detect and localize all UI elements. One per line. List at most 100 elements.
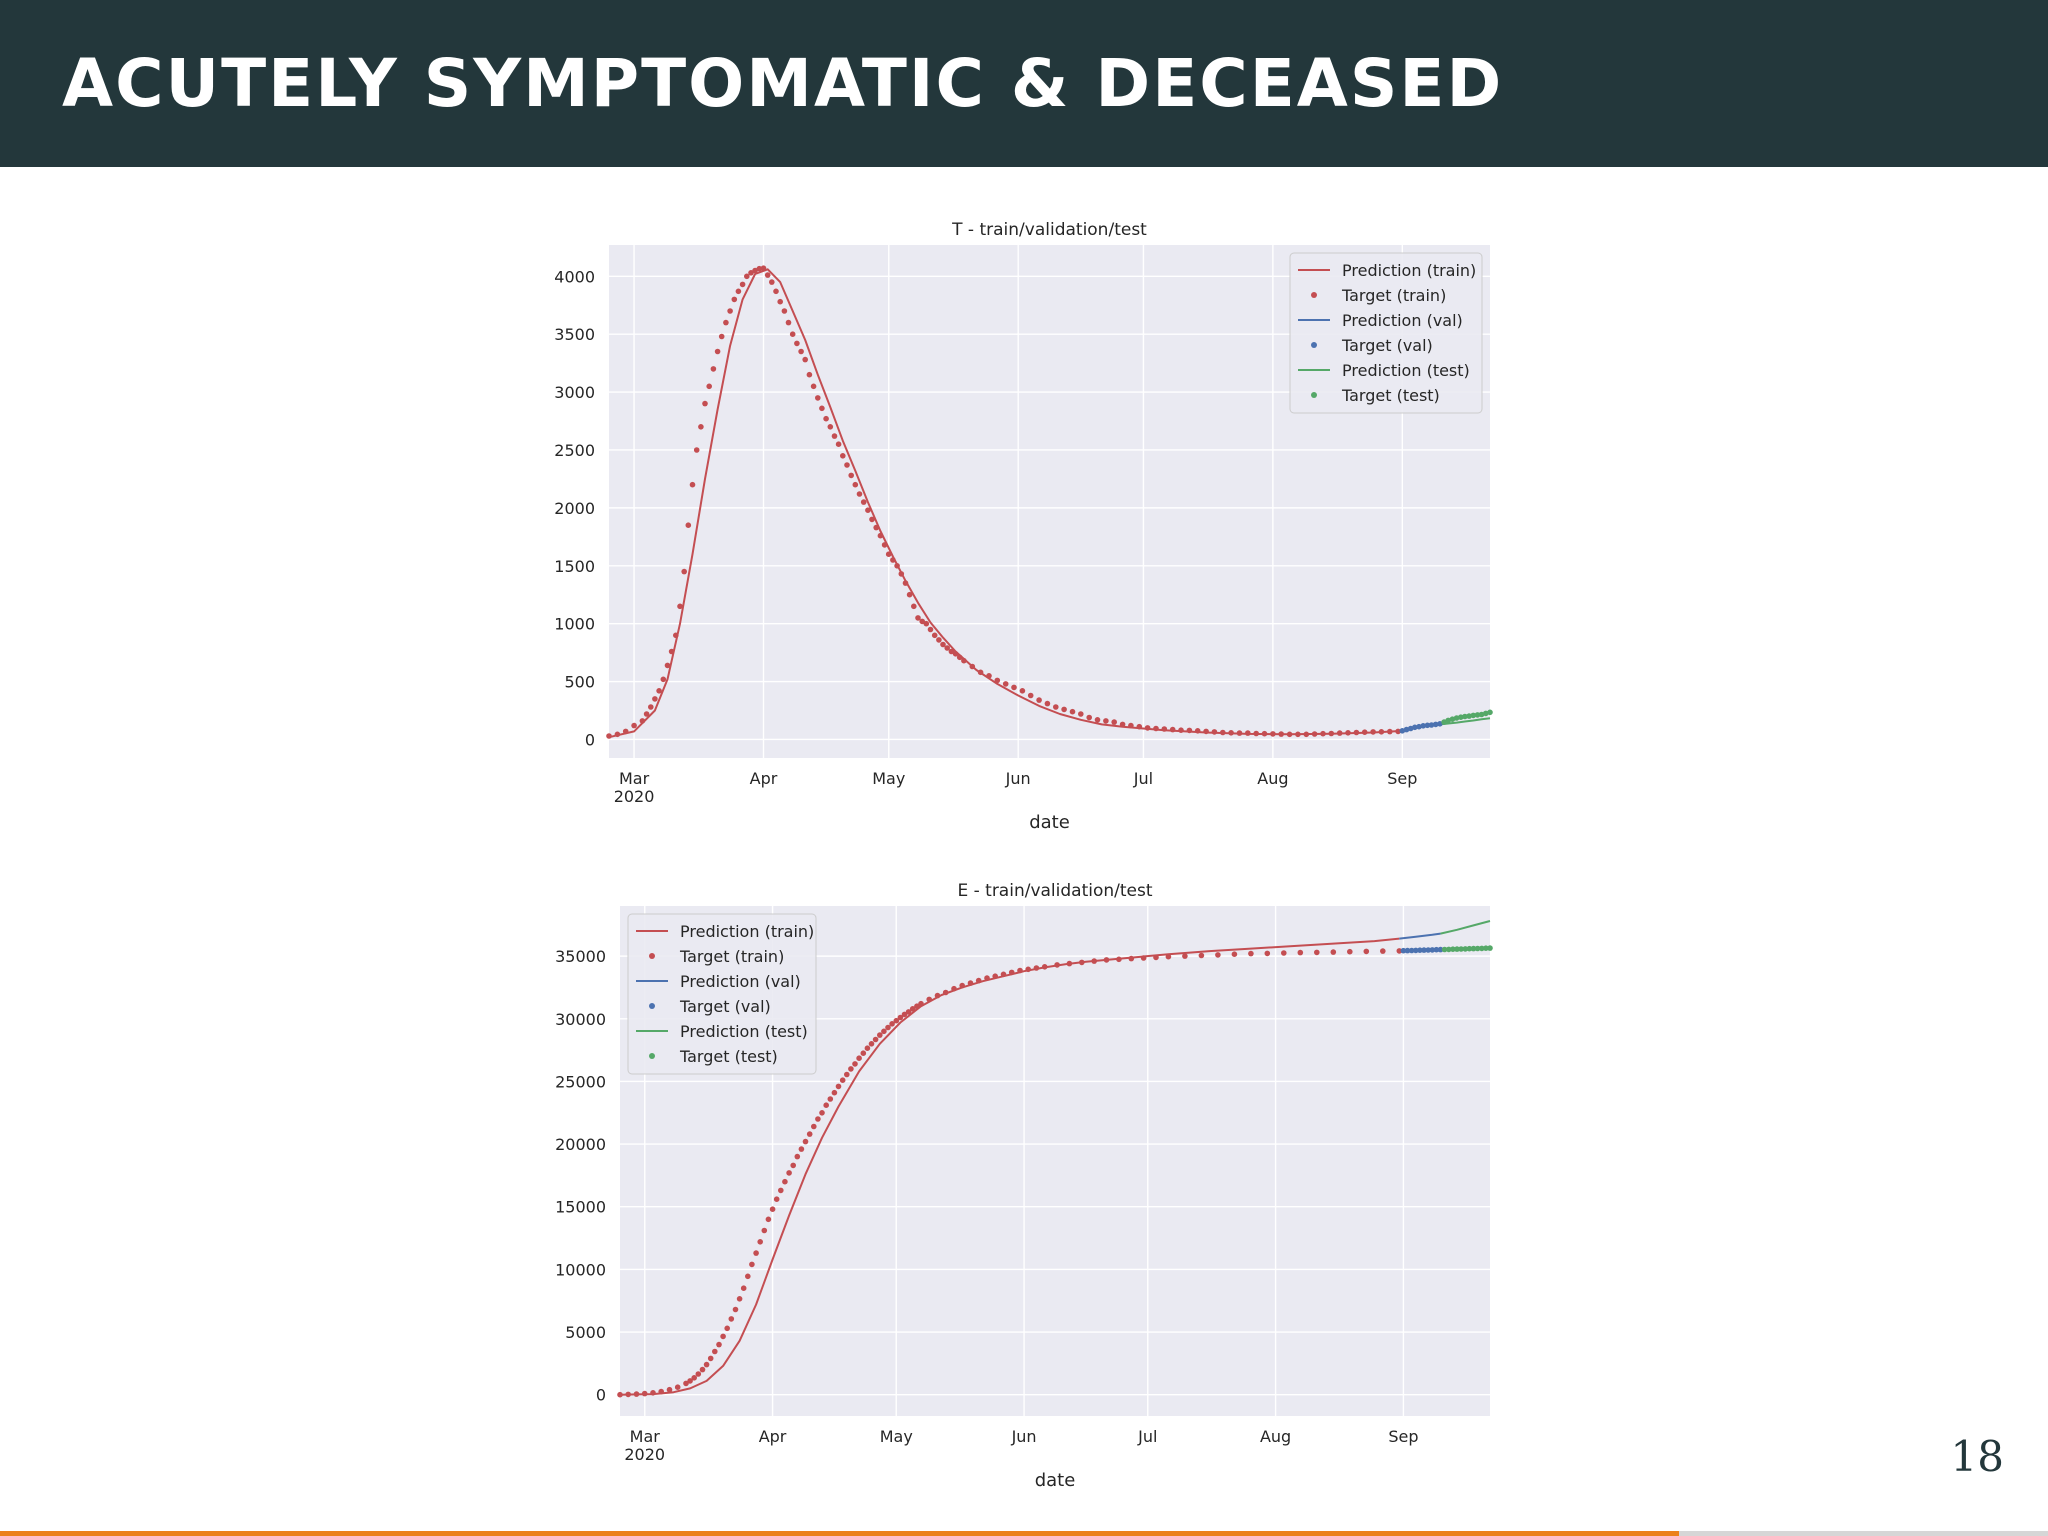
- chart-e-data-point: [773, 1196, 780, 1202]
- chart-e-data-point: [712, 1348, 718, 1355]
- chart-e-data-point: [1446, 946, 1452, 953]
- chart-t-data-point: [1044, 700, 1051, 707]
- chart-t-data-point: [677, 603, 683, 610]
- chart-t-data-point: [1128, 722, 1134, 729]
- chart-t-data-point: [831, 433, 838, 439]
- chart-t-data-point: [1311, 731, 1318, 737]
- chart-e-data-point: [1182, 953, 1188, 959]
- chart-e-data-point: [658, 1388, 664, 1395]
- chart-t-data-point: [764, 272, 771, 278]
- chart-e-data-point: [897, 1014, 904, 1021]
- chart-e-series-line: [1399, 932, 1441, 940]
- chart-e-data-point: [860, 1050, 867, 1056]
- chart-e-data-point: [918, 1000, 924, 1007]
- chart-e-data-point: [1421, 947, 1427, 953]
- chart-t-data-point: [948, 648, 955, 655]
- chart-t-data-point: [952, 651, 959, 657]
- chart-t-data-point: [1466, 713, 1472, 719]
- chart-t-data-point: [927, 626, 934, 633]
- chart-t-data-point: [1361, 729, 1368, 735]
- chart-e-data-point: [856, 1055, 862, 1061]
- chart-e-data-point: [1054, 962, 1060, 968]
- chart-e-data-point: [728, 1316, 735, 1322]
- chart-e-data-point: [811, 1123, 817, 1130]
- chart-e-data-point: [1400, 947, 1407, 954]
- chart-e-data-point: [1479, 945, 1485, 952]
- chart-e-data-point: [724, 1325, 730, 1332]
- chart-e-data-point: [1248, 950, 1254, 957]
- chart-e-data-point: [1458, 946, 1464, 952]
- chart-t-data-point: [1483, 710, 1489, 717]
- chart-t-data-point: [1270, 731, 1276, 737]
- chart-t-data-point: [906, 591, 913, 598]
- chart-e-data-point: [1165, 953, 1172, 960]
- chart-e-data-point: [914, 1003, 920, 1009]
- chart-e-data-point: [1330, 949, 1337, 955]
- chart-t-data-point: [1478, 711, 1485, 718]
- chart-t-data-point: [898, 571, 905, 577]
- chart-t-x-tick-label: Apr: [750, 769, 778, 788]
- chart-e-data-point: [1483, 945, 1489, 951]
- chart-e-data-point: [691, 1375, 697, 1381]
- chart-e-data-point: [716, 1341, 722, 1348]
- chart-e-data-point: [666, 1386, 673, 1393]
- chart-t-data-point: [1320, 730, 1326, 737]
- chart-t-data-point: [1002, 681, 1009, 687]
- chart-t-data-point: [648, 704, 654, 710]
- chart-e-data-point: [1454, 946, 1460, 952]
- chart-e-data-point: [1347, 948, 1353, 955]
- chart-e-data-point: [839, 1077, 846, 1083]
- chart-t-data-point: [969, 663, 976, 670]
- chart-t-data-point: [777, 298, 783, 305]
- chart-t-y-tick-label: 3000: [554, 383, 595, 402]
- chart-e-data-point: [852, 1061, 858, 1067]
- chart-t-data-point: [1011, 684, 1017, 691]
- chart-e-data-point: [720, 1333, 726, 1340]
- chart-t-data-point: [1061, 706, 1067, 713]
- chart-t-data-point: [735, 288, 742, 295]
- chart-e-legend-dot-marker: [649, 1003, 655, 1009]
- chart-t-data-point: [1403, 726, 1410, 733]
- chart-e-data-point: [740, 1285, 747, 1291]
- chart-e-data-point: [1008, 969, 1015, 976]
- progress-fill: [0, 1531, 1680, 1536]
- chart-t-data-point: [1445, 717, 1451, 724]
- chart-t-data-point: [894, 563, 900, 569]
- chart-t-data-point: [789, 331, 796, 337]
- chart-t-y-tick-label: 2500: [554, 441, 595, 460]
- chart-e-data-point: [757, 1239, 763, 1245]
- chart-e-legend: [627, 913, 817, 1075]
- chart-e-data-point: [901, 1011, 908, 1018]
- chart-e-data-point: [782, 1178, 788, 1185]
- chart-e-data-point: [674, 1384, 681, 1390]
- chart-t-data-point: [631, 722, 637, 729]
- chart-e-data-point: [1466, 945, 1473, 952]
- chart-t-data-point: [731, 296, 738, 303]
- chart-t-data-point: [881, 542, 888, 548]
- chart-t-data-point: [656, 688, 662, 694]
- chart-t-data-point: [756, 265, 763, 272]
- chart-t-data-point: [815, 395, 821, 401]
- chart-e-data-point: [1437, 946, 1444, 953]
- chart-e-data-point: [790, 1162, 796, 1169]
- chart-t-data-point: [668, 648, 675, 655]
- chart-e-data-point: [819, 1110, 825, 1116]
- chart-e-svg: 0 5000 10000 15000 20000 25000 30000 35000 Mar20…: [555, 881, 1493, 1491]
- chart-e-data-point: [848, 1066, 854, 1072]
- chart-t-legend-label: Target (test): [1341, 386, 1440, 405]
- chart-t-legend-label: Prediction (train): [1342, 261, 1476, 280]
- chart-e-data-point: [1474, 945, 1481, 952]
- chart-t-data-point: [1169, 726, 1176, 733]
- chart-e-data-point: [736, 1296, 743, 1302]
- chart-t-data-point: [643, 711, 650, 717]
- chart-t-data-point: [1019, 688, 1026, 694]
- chart-e-data-point: [967, 980, 974, 986]
- chart-t-data-point: [1053, 704, 1059, 710]
- chart-t-data-point: [689, 481, 696, 488]
- chart-t-data-point: [739, 281, 746, 288]
- chart-t-data-point: [1432, 721, 1439, 728]
- chart-e-data-point: [889, 1021, 895, 1027]
- chart-t-data-point: [865, 507, 871, 513]
- chart-t-data-point: [1399, 728, 1406, 734]
- chart-t-y-tick-label: 4000: [554, 267, 595, 286]
